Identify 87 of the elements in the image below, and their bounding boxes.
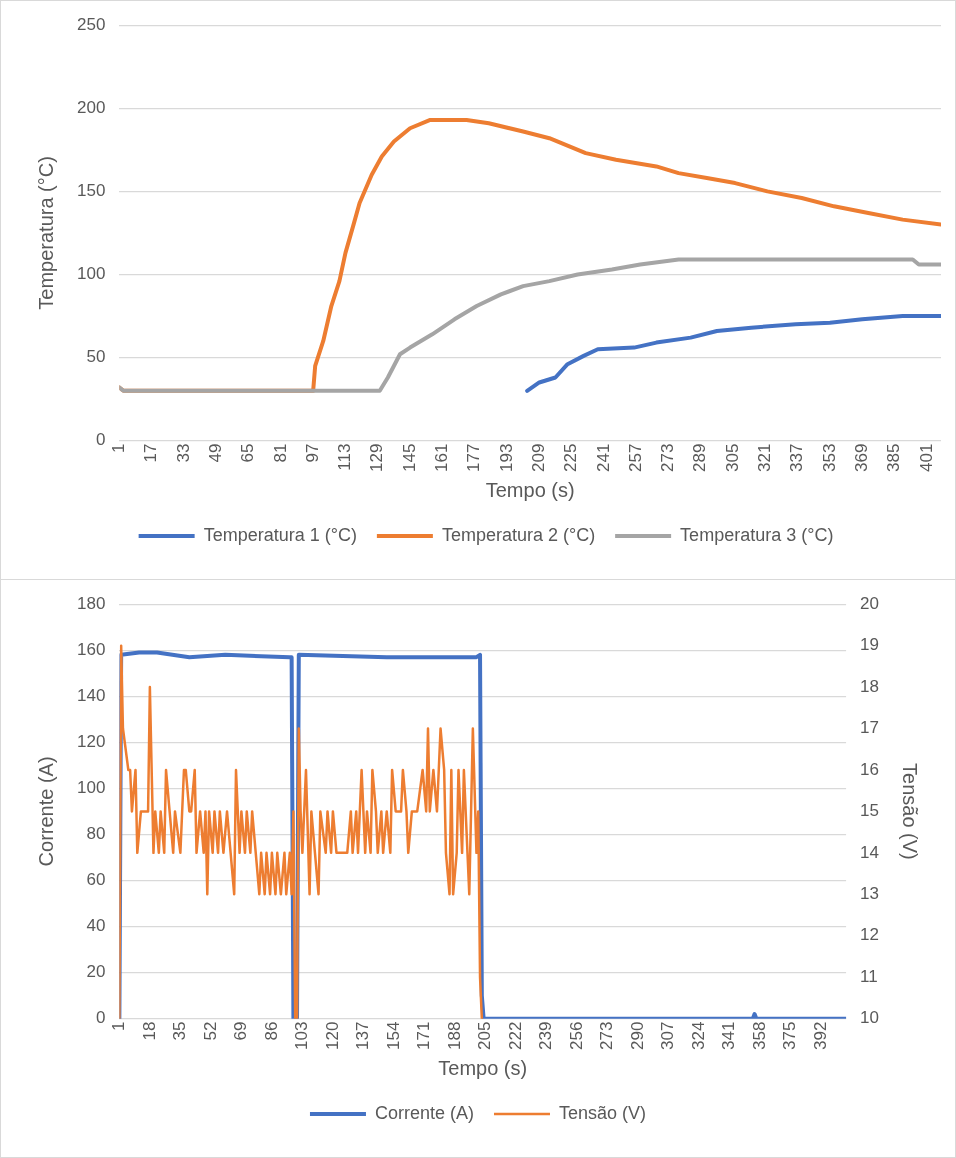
x-tick-label: 256 (566, 1021, 586, 1051)
legend-label: Temperatura 1 (°C) (203, 524, 357, 545)
y-tick-label: 60 (86, 870, 106, 890)
x-tick-label: 305 (722, 443, 742, 473)
x-tick-label: 353 (819, 443, 839, 473)
x-tick-label: 225 (561, 443, 581, 473)
x-tick-label: 17 (141, 443, 161, 463)
x-tick-label: 154 (383, 1021, 403, 1051)
x-tick-label: 369 (851, 443, 871, 473)
x-tick-label: 337 (787, 443, 807, 473)
x-tick-label: 241 (593, 443, 613, 473)
y-tick-label: 150 (76, 181, 106, 201)
x-tick-label: 341 (719, 1021, 739, 1051)
y-tick-label: 0 (95, 430, 106, 450)
y2-tick-label: 15 (860, 801, 880, 821)
y2-tick-label: 20 (860, 593, 880, 613)
x-tick-label: 171 (414, 1021, 434, 1051)
y2-tick-label: 18 (860, 676, 880, 696)
x-tick-label: 290 (627, 1021, 647, 1051)
x-tick-label: 209 (528, 443, 548, 473)
y2-tick-label: 10 (860, 1008, 880, 1028)
x-tick-label: 222 (505, 1021, 525, 1051)
y-tick-label: 20 (86, 962, 106, 982)
x-tick-label: 69 (231, 1021, 251, 1041)
x-tick-label: 289 (690, 443, 710, 473)
x-tick-label: 257 (625, 443, 645, 473)
x-tick-label: 239 (536, 1021, 556, 1051)
y-axis-title: Temperatura (°C) (34, 156, 57, 310)
y-tick-label: 100 (76, 778, 106, 798)
y-tick-label: 200 (76, 97, 106, 117)
x-tick-label: 145 (399, 443, 419, 473)
x-tick-label: 18 (139, 1021, 159, 1041)
y2-tick-label: 12 (860, 925, 880, 945)
x-axis-title: Tempo (s) (438, 1056, 528, 1079)
x-tick-label: 97 (302, 443, 322, 463)
y-tick-label: 100 (76, 264, 106, 284)
x-tick-label: 401 (916, 443, 936, 473)
x-tick-label: 205 (475, 1021, 495, 1051)
legend-label: Corrente (A) (374, 1102, 474, 1123)
x-tick-label: 33 (173, 443, 193, 463)
x-tick-label: 177 (464, 443, 484, 473)
y2-tick-label: 16 (860, 759, 880, 779)
x-tick-label: 1 (109, 443, 129, 454)
y2-axis-title: Tensão (V) (899, 763, 922, 860)
x-tick-label: 120 (322, 1021, 342, 1051)
x-tick-label: 137 (353, 1021, 373, 1051)
x-tick-label: 392 (810, 1021, 830, 1051)
y-tick-label: 40 (86, 916, 106, 936)
x-tick-label: 193 (496, 443, 516, 473)
y-tick-label: 0 (95, 1008, 106, 1028)
x-tick-label: 113 (335, 443, 355, 471)
x-tick-label: 375 (780, 1021, 800, 1051)
y2-tick-label: 19 (860, 635, 880, 655)
x-tick-label: 273 (658, 443, 678, 473)
x-tick-label: 129 (367, 443, 387, 473)
x-tick-label: 35 (170, 1021, 190, 1041)
x-axis-title: Tempo (s) (485, 478, 575, 501)
y-tick-label: 140 (76, 685, 106, 705)
y-axis-title: Corrente (A) (34, 756, 57, 867)
y-tick-label: 180 (76, 593, 106, 613)
x-tick-label: 358 (749, 1021, 769, 1051)
x-tick-label: 81 (270, 443, 290, 463)
x-tick-label: 52 (200, 1021, 220, 1041)
y2-tick-label: 11 (860, 966, 878, 986)
x-tick-label: 188 (444, 1021, 464, 1051)
legend-label: Temperatura 2 (°C) (441, 524, 596, 545)
x-tick-label: 49 (205, 443, 225, 463)
legend-label: Temperatura 3 (°C) (680, 524, 834, 545)
x-tick-label: 321 (755, 443, 775, 473)
y-tick-label: 80 (86, 824, 106, 844)
x-tick-label: 103 (292, 1021, 312, 1051)
y-tick-label: 160 (76, 639, 106, 659)
y-tick-label: 120 (76, 732, 106, 752)
y2-tick-label: 17 (860, 718, 880, 738)
x-tick-label: 324 (688, 1021, 708, 1051)
x-tick-label: 65 (238, 443, 258, 463)
x-tick-label: 161 (432, 443, 452, 473)
y2-tick-label: 13 (860, 883, 880, 903)
y2-tick-label: 14 (860, 842, 880, 862)
x-tick-label: 86 (261, 1021, 281, 1041)
y-tick-label: 250 (76, 14, 106, 34)
legend-label: Tensão (V) (558, 1102, 647, 1123)
x-tick-label: 307 (658, 1021, 678, 1051)
x-tick-label: 385 (884, 443, 904, 473)
y-tick-label: 50 (86, 347, 106, 367)
x-tick-label: 1 (109, 1021, 129, 1032)
x-tick-label: 273 (597, 1021, 617, 1051)
